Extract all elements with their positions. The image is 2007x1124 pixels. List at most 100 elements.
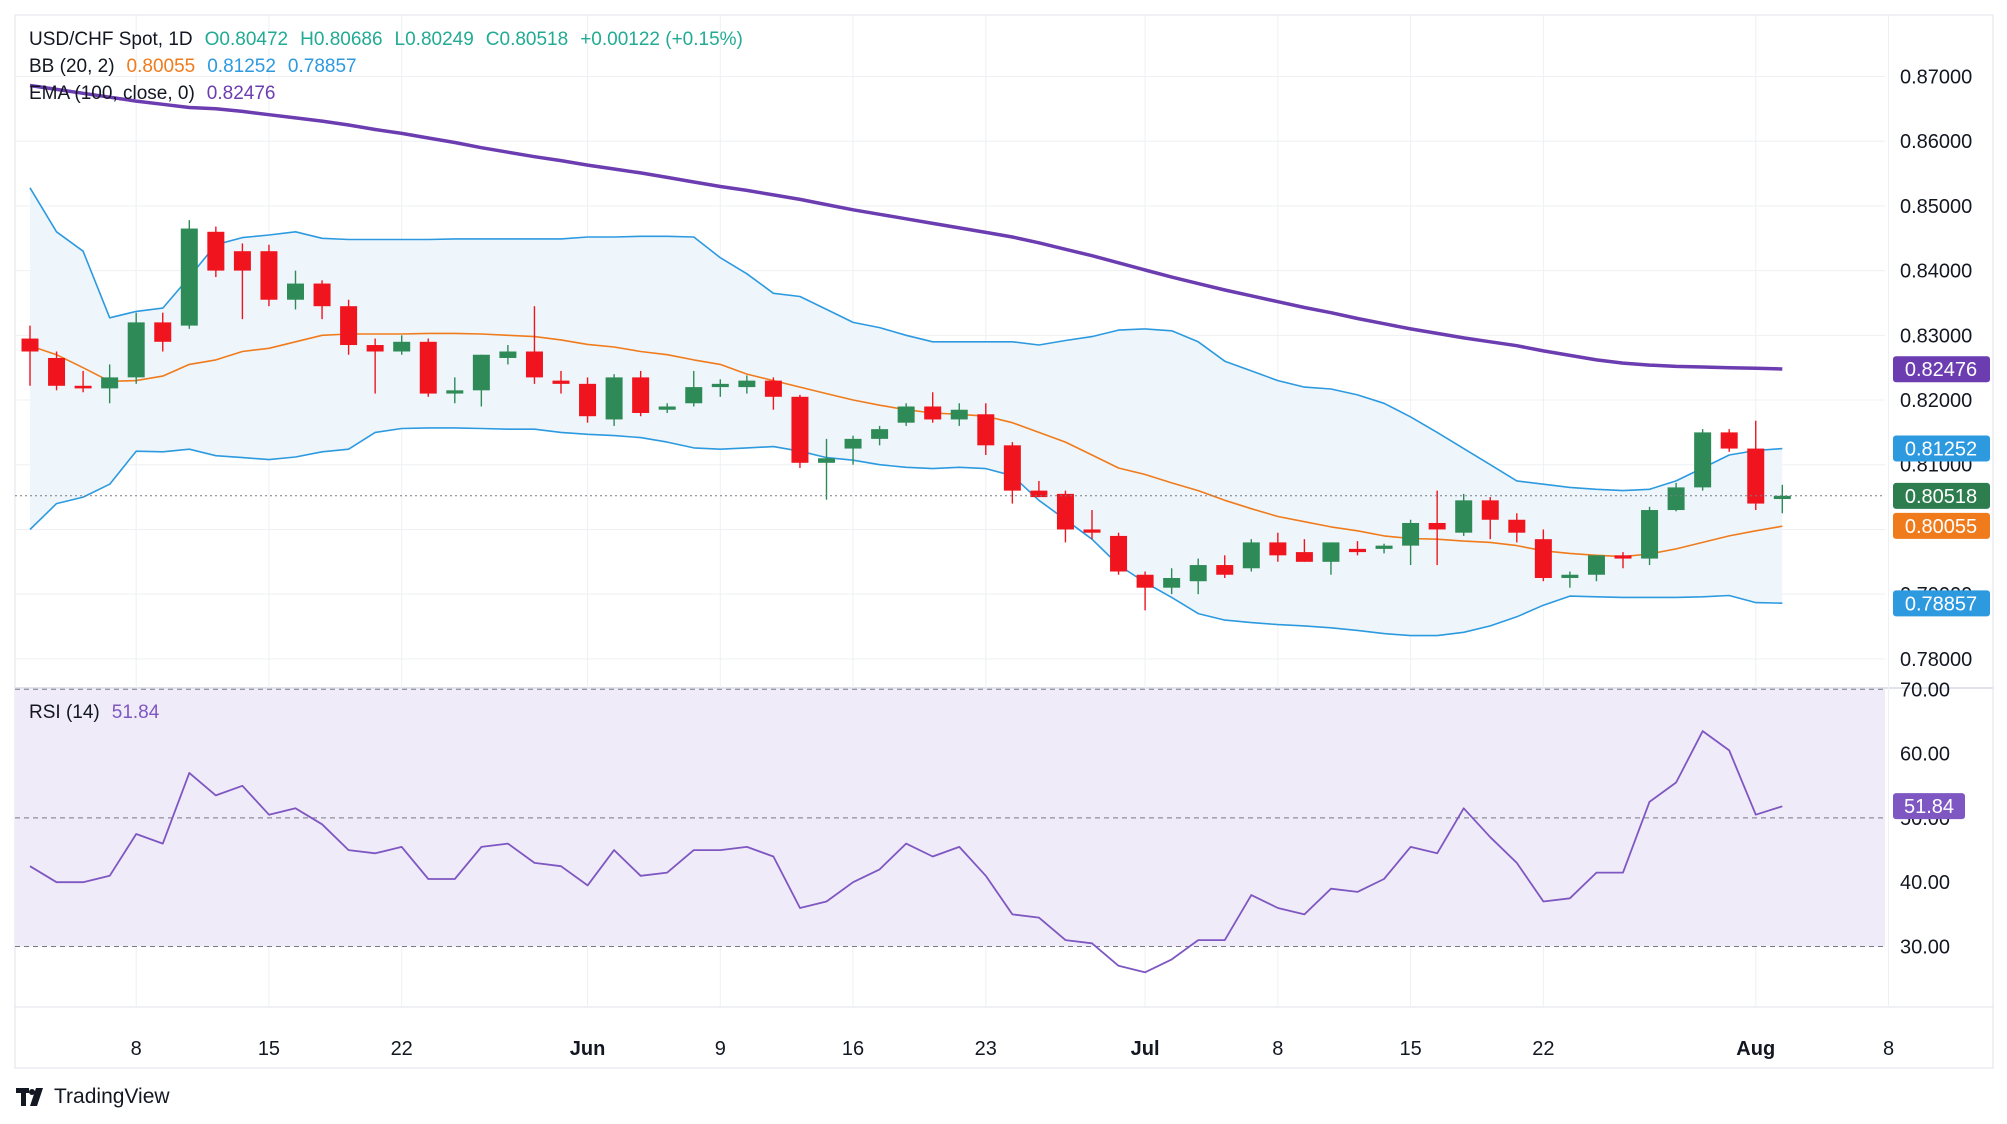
price-tick-label: 0.87000	[1900, 66, 1972, 88]
candle	[154, 312, 172, 352]
candle-body	[1295, 552, 1313, 562]
candle-body	[658, 406, 676, 410]
candle	[950, 403, 968, 426]
bb-lower-value: 0.78857	[287, 56, 357, 77]
candle-body	[1110, 535, 1128, 572]
candle-body	[1508, 519, 1526, 533]
time-tick-label: 15	[258, 1038, 280, 1060]
candle-body	[340, 306, 358, 346]
candle	[977, 403, 995, 456]
time-tick-label: 15	[1399, 1038, 1421, 1060]
candle-body	[419, 341, 437, 394]
candle-body	[1428, 522, 1446, 530]
candle-body	[499, 351, 517, 358]
candle	[1508, 513, 1526, 543]
candle-body	[1189, 565, 1207, 582]
candle	[632, 370, 650, 417]
candle-body	[260, 251, 278, 300]
candle	[180, 220, 198, 329]
candle	[48, 351, 66, 391]
price-tag	[1893, 590, 1990, 617]
candle-body	[366, 345, 384, 352]
symbol-label[interactable]: USD/CHF Spot, 1D	[29, 29, 193, 50]
candle-body	[1322, 542, 1340, 562]
tradingview-logo[interactable]: TradingView	[16, 1085, 170, 1109]
rsi-tag-label: 51.84	[1904, 796, 1954, 818]
rsi-tag	[1893, 793, 1965, 820]
candle-body	[818, 458, 835, 463]
candle-body	[1667, 487, 1685, 511]
candle	[472, 354, 490, 407]
candle-body	[632, 377, 650, 413]
candle-body	[1614, 555, 1632, 559]
bb-upper-value: 0.81252	[207, 56, 276, 77]
bb-label[interactable]: BB (20, 2)	[29, 56, 115, 77]
candle-body	[1136, 574, 1154, 588]
candle-body	[1481, 500, 1499, 520]
candle	[1375, 543, 1393, 554]
price-tag-label: 0.80518	[1905, 486, 1977, 508]
price-tag-label: 0.80055	[1905, 516, 1977, 538]
candle	[525, 306, 543, 384]
candle	[313, 280, 331, 320]
bb-lower-line	[29, 427, 1783, 637]
candle	[1428, 490, 1446, 566]
candle	[499, 345, 517, 365]
candle-body	[1056, 493, 1074, 530]
candle-body	[924, 406, 942, 420]
candle	[1667, 482, 1685, 512]
candle	[1561, 571, 1579, 588]
candle	[1083, 510, 1101, 540]
candle	[233, 243, 251, 320]
tradingview-logo-icon	[16, 1088, 43, 1106]
candle	[764, 377, 782, 410]
candle-body	[897, 406, 915, 423]
candle	[1003, 442, 1021, 504]
candle	[1189, 558, 1207, 595]
rsi-tick-label: 40.00	[1900, 872, 1950, 894]
close-value: C0.80518	[485, 29, 569, 50]
price-tick-label: 0.84000	[1900, 261, 1972, 283]
price-tag	[1893, 482, 1990, 509]
candle-body	[1242, 542, 1260, 569]
candle	[1534, 529, 1552, 582]
time-tick-label: 8	[131, 1038, 142, 1060]
candle	[1163, 568, 1181, 595]
time-tick-label: 23	[975, 1038, 997, 1060]
candle-body	[1083, 529, 1101, 533]
candle	[127, 312, 145, 384]
candle-body	[764, 380, 782, 397]
rsi-tick-label: 60.00	[1900, 744, 1950, 766]
candle	[738, 375, 756, 394]
candle	[1747, 420, 1765, 511]
price-tick-label: 0.78000	[1900, 649, 1972, 671]
candle-body	[738, 380, 756, 388]
candle-body	[1375, 545, 1393, 549]
ema-legend: EMA (100, close, 0) 0.82476	[29, 83, 287, 105]
candle	[446, 377, 464, 404]
candle-body	[313, 283, 331, 307]
candle-body	[1216, 565, 1234, 575]
time-tick-label: 22	[1532, 1038, 1554, 1060]
time-tick-label: Aug	[1736, 1038, 1775, 1060]
rsi-label[interactable]: RSI (14)	[29, 702, 100, 723]
candle-body	[446, 390, 464, 394]
candle	[658, 403, 676, 413]
candle	[685, 370, 703, 407]
price-tick-label: 0.82000	[1900, 390, 1972, 412]
brand-name: TradingView	[54, 1085, 170, 1108]
candle	[1455, 493, 1473, 536]
high-value: H0.80686	[300, 29, 383, 50]
candle	[1269, 532, 1287, 562]
candle	[871, 425, 889, 446]
price-tag-label: 0.81252	[1905, 438, 1977, 460]
candle-body	[127, 322, 145, 378]
rsi-tick-label: 30.00	[1900, 937, 1950, 959]
candle-body	[287, 283, 304, 300]
time-tick-label: 8	[1272, 1038, 1283, 1060]
candle-body	[525, 351, 543, 378]
ema-label[interactable]: EMA (100, close, 0)	[29, 83, 195, 104]
candle	[1295, 539, 1313, 562]
